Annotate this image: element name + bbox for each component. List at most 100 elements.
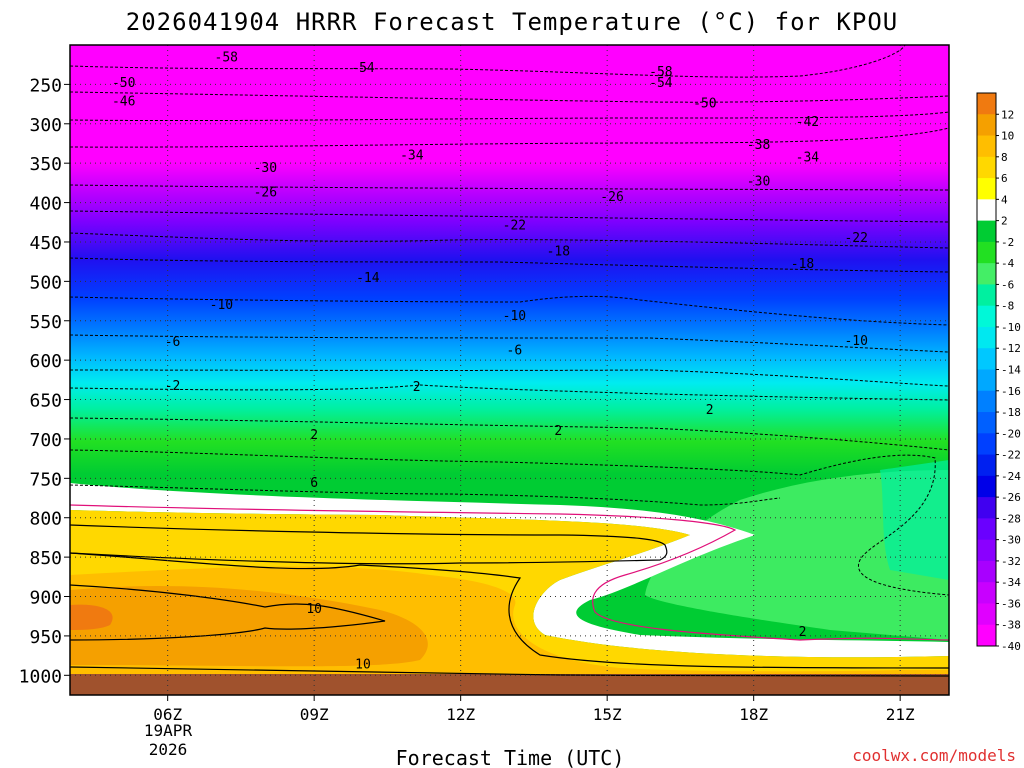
contour-label: -2 — [165, 379, 181, 394]
contour-label: -6 — [165, 335, 181, 350]
contour-label: -30 — [747, 174, 770, 189]
y-tick-label: 750 — [29, 469, 62, 490]
plot-area: -58-58-54-54-50-50-46-42-38-34 -34-30-30-… — [70, 45, 949, 695]
contour-label: 2 — [799, 625, 807, 640]
contour-label: -18 — [791, 257, 814, 272]
x-tick-label: 21Z — [886, 705, 915, 724]
contour-label: -54 — [351, 61, 375, 76]
colorbar-label: 6 — [1001, 172, 1008, 185]
cold-pocket-region — [880, 460, 949, 580]
colorbar-label: -6 — [1001, 278, 1014, 291]
contour-label: -26 — [254, 185, 277, 200]
colorbar-swatch — [977, 560, 996, 583]
freezing-band — [70, 483, 949, 658]
colorbar-label: 4 — [1001, 193, 1008, 206]
contour-label: -50 — [693, 96, 716, 111]
colorbar-swatch — [977, 156, 996, 179]
colorbar-swatch — [977, 93, 996, 115]
hottest-core-region — [70, 604, 113, 630]
colorbar-label: 10 — [1001, 130, 1014, 143]
contour-label: -30 — [254, 161, 277, 176]
colorbar-swatch — [977, 348, 996, 370]
x-axis-label: Forecast Time (UTC) — [396, 746, 625, 768]
colorbar-swatch — [977, 475, 996, 498]
contour-label: -54 — [649, 76, 673, 91]
contour-label: -42 — [796, 115, 819, 130]
y-tick-label: 500 — [29, 272, 62, 293]
y-tick-label: 450 — [29, 233, 62, 254]
date-label-day: 19APR — [144, 721, 193, 740]
y-tick-label: 1000 — [19, 666, 62, 687]
contour-label: 10 — [306, 602, 322, 617]
plot-frame — [69, 44, 950, 696]
y-tick-label: 800 — [29, 509, 62, 530]
colorbar-label: -8 — [1001, 300, 1014, 313]
x-tick-label: 06Z — [153, 705, 182, 724]
contour-label: -34 — [400, 148, 424, 163]
colorbar-swatch — [977, 624, 996, 647]
colorbar: 12 10 8 6 4 2 -2 -4 -6 -8 -10 -12 -14 -16 -18 -20 -22 -24… — [976, 92, 1021, 653]
colorbar-label: -10 — [1001, 321, 1021, 334]
colorbar-label: -32 — [1001, 555, 1021, 568]
colorbar-swatch — [977, 326, 996, 349]
contour-label: 6 — [310, 476, 318, 491]
x-axis: 06Z 09Z 12Z 15Z 18Z 21Z — [153, 695, 915, 724]
negative-contours — [70, 45, 949, 596]
x-tick-label: 12Z — [446, 705, 475, 724]
colorbar-swatch — [977, 263, 996, 285]
colorbar-swatch — [977, 412, 996, 434]
y-tick-label: 600 — [29, 351, 62, 372]
colorbar-label: -30 — [1001, 534, 1021, 547]
contour-label: -58 — [649, 65, 672, 80]
x-tick-label: 18Z — [739, 705, 768, 724]
contour-label: -10 — [844, 334, 867, 349]
colorbar-swatch — [977, 199, 996, 222]
contour-label: 2 — [310, 428, 318, 443]
colorbar-label: -18 — [1001, 406, 1021, 419]
colorbar-label: -20 — [1001, 427, 1021, 440]
contour-label: 10 — [355, 657, 371, 672]
colorbar-label: -34 — [1001, 576, 1021, 589]
colorbar-swatch — [977, 497, 996, 519]
y-tick-label: 550 — [29, 312, 62, 333]
contour-label: 2 — [554, 424, 562, 439]
y-tick-label: 400 — [29, 194, 62, 215]
colorbar-label: -12 — [1001, 342, 1021, 355]
contour-label: -38 — [747, 138, 770, 153]
hot-core-region — [70, 586, 428, 667]
contour-label: 2 — [413, 380, 421, 395]
contour-label: -58 — [215, 51, 238, 66]
y-tick-label: 850 — [29, 548, 62, 569]
colorbar-swatch — [977, 603, 996, 626]
positive-contours — [70, 524, 949, 677]
contour-labels: -58-58-54-54-50-50-46-42-38-34 -34-30-30-… — [112, 51, 868, 673]
y-axis: 250 300 350 400 450 500 550 600 650 700 750 800 850 9… — [19, 75, 70, 687]
y-tick-label: 700 — [29, 430, 62, 451]
colorbar-label: -38 — [1001, 619, 1021, 632]
colorbar-swatch — [977, 114, 996, 137]
colorbar-label: -4 — [1001, 257, 1015, 270]
colorbar-swatch — [977, 305, 996, 328]
colorbar-label: -2 — [1001, 236, 1014, 249]
grid — [70, 45, 949, 695]
contour-label: -6 — [507, 344, 523, 359]
contour-label: 2 — [706, 403, 714, 418]
y-tick-label: 300 — [29, 115, 62, 136]
y-tick-label: 350 — [29, 154, 62, 175]
contour-label: -22 — [503, 218, 526, 233]
date-label-year: 2026 — [149, 740, 188, 759]
contour-label: -10 — [210, 298, 233, 313]
contour-label: -10 — [503, 309, 526, 324]
contour-label: -46 — [112, 95, 135, 110]
contour-label: -26 — [600, 190, 623, 205]
cool-pocket-region — [645, 470, 949, 640]
colorbar-label: -14 — [1001, 364, 1021, 377]
contour-label: -22 — [844, 231, 867, 246]
colorbar-swatch — [977, 178, 996, 200]
colorbar-label: -28 — [1001, 512, 1021, 525]
colorbar-label: 8 — [1001, 151, 1008, 164]
contour-label: -14 — [356, 271, 380, 286]
colorbar-label: -36 — [1001, 597, 1021, 610]
y-tick-label: 650 — [29, 391, 62, 412]
